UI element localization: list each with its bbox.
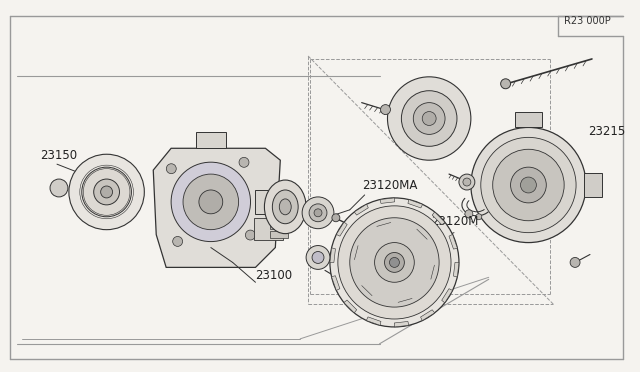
Circle shape: [100, 186, 113, 198]
Circle shape: [309, 204, 327, 222]
Circle shape: [93, 179, 120, 205]
Circle shape: [50, 179, 68, 197]
Circle shape: [413, 103, 445, 134]
Polygon shape: [153, 148, 280, 267]
Text: 23150: 23150: [40, 149, 77, 162]
Bar: [255, 190, 275, 214]
Circle shape: [387, 77, 471, 160]
Circle shape: [199, 190, 223, 214]
Bar: [196, 132, 226, 148]
Polygon shape: [380, 198, 395, 203]
Text: R23 000P: R23 000P: [564, 16, 611, 26]
Polygon shape: [354, 204, 368, 215]
Circle shape: [511, 167, 547, 203]
Circle shape: [465, 210, 473, 218]
Circle shape: [166, 164, 176, 174]
Circle shape: [245, 230, 255, 240]
Circle shape: [183, 174, 239, 230]
Circle shape: [82, 167, 131, 217]
Circle shape: [350, 218, 439, 307]
Polygon shape: [449, 234, 458, 249]
Polygon shape: [394, 321, 409, 327]
Bar: [584, 173, 602, 197]
Polygon shape: [432, 212, 445, 225]
Text: 23100: 23100: [255, 269, 292, 282]
Circle shape: [312, 251, 324, 263]
Circle shape: [69, 154, 145, 230]
Bar: [270, 231, 288, 238]
Circle shape: [173, 237, 182, 246]
Polygon shape: [453, 262, 459, 277]
Circle shape: [381, 105, 390, 115]
Polygon shape: [366, 317, 381, 326]
Text: 23120MA: 23120MA: [362, 179, 417, 192]
Circle shape: [422, 112, 436, 125]
Circle shape: [471, 128, 586, 243]
Circle shape: [459, 174, 475, 190]
Circle shape: [338, 206, 451, 319]
Polygon shape: [332, 276, 340, 291]
Circle shape: [493, 149, 564, 221]
Circle shape: [500, 79, 511, 89]
Circle shape: [330, 198, 459, 327]
Polygon shape: [420, 310, 435, 321]
Text: 23120M: 23120M: [431, 215, 479, 228]
Circle shape: [332, 214, 340, 222]
Circle shape: [463, 178, 471, 186]
Circle shape: [570, 257, 580, 267]
Circle shape: [171, 162, 250, 241]
Text: 23215: 23215: [588, 125, 625, 138]
Bar: [253, 218, 284, 240]
Circle shape: [401, 91, 457, 146]
Polygon shape: [344, 300, 356, 313]
Circle shape: [306, 246, 330, 269]
Bar: [515, 112, 542, 128]
Circle shape: [481, 137, 576, 232]
Polygon shape: [442, 289, 452, 303]
Circle shape: [390, 257, 399, 267]
Circle shape: [302, 197, 334, 229]
Polygon shape: [330, 248, 335, 262]
Ellipse shape: [279, 199, 291, 215]
Circle shape: [476, 214, 482, 220]
Circle shape: [385, 253, 404, 272]
Bar: [270, 222, 288, 229]
Circle shape: [314, 209, 322, 217]
Polygon shape: [336, 222, 347, 236]
Ellipse shape: [264, 180, 306, 234]
Polygon shape: [408, 199, 422, 208]
Circle shape: [520, 177, 536, 193]
Ellipse shape: [273, 190, 298, 224]
Circle shape: [239, 157, 249, 167]
Circle shape: [374, 243, 414, 282]
